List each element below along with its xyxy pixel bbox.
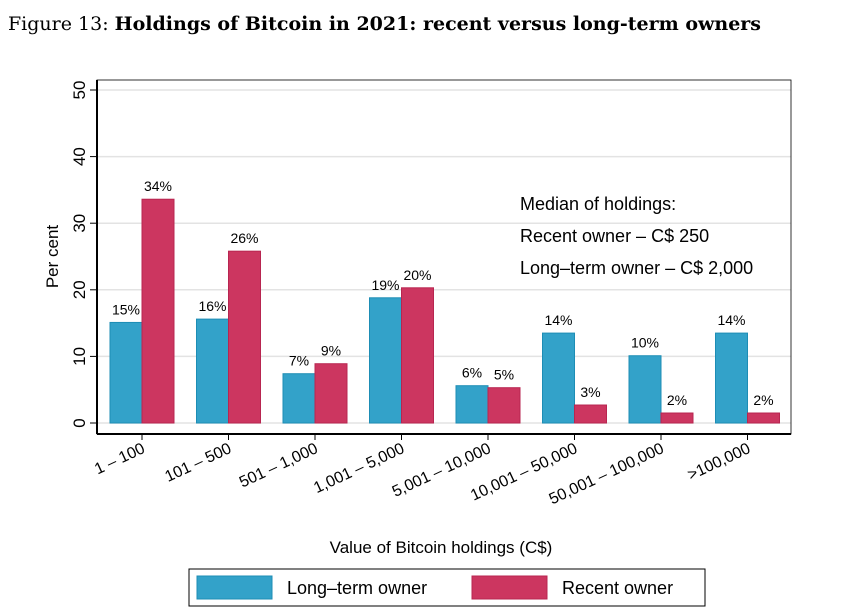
data-label: 14%	[544, 312, 572, 328]
legend-swatch-long-term	[196, 575, 273, 600]
bar-recent	[574, 404, 607, 424]
data-label: 16%	[198, 298, 226, 314]
data-label: 7%	[289, 353, 309, 369]
data-label: 19%	[371, 277, 399, 293]
data-label: 14%	[717, 312, 745, 328]
data-label: 3%	[580, 384, 600, 400]
data-label: 34%	[144, 178, 172, 194]
figure-title-text: Holdings of Bitcoin in 2021: recent vers…	[115, 13, 761, 35]
y-axis-label: Per cent	[43, 225, 62, 289]
bar-long-term	[542, 332, 575, 424]
bar-long-term	[369, 297, 402, 424]
data-label: 2%	[667, 392, 687, 408]
bar-long-term	[282, 373, 316, 424]
annotation-line: Recent owner – C$ 250	[520, 226, 709, 246]
bar-recent	[747, 412, 780, 424]
data-label: 10%	[631, 335, 659, 351]
x-axis-label: Value of Bitcoin holdings (C$)	[330, 538, 553, 557]
x-tick-label: 501 – 1,000	[237, 440, 321, 491]
figure-label: Figure 13:	[8, 13, 109, 35]
y-tick-label: 20	[70, 280, 89, 299]
bar-recent	[401, 287, 434, 424]
y-tick-label: 0	[70, 418, 89, 427]
y-tick-label: 50	[70, 81, 89, 100]
x-tick-label: 1 – 100	[92, 440, 148, 478]
y-tick-label: 30	[70, 214, 89, 233]
bar-long-term	[196, 318, 229, 424]
bar-recent	[660, 412, 694, 424]
y-tick-label: 40	[70, 147, 89, 166]
legend-label: Recent owner	[562, 578, 673, 598]
data-label: 5%	[494, 367, 514, 383]
bar-long-term	[715, 332, 748, 424]
data-label: 6%	[462, 365, 482, 381]
data-label: 2%	[753, 392, 773, 408]
data-label: 15%	[112, 301, 140, 317]
data-label: 26%	[230, 230, 258, 246]
x-tick-label: 101 – 500	[162, 440, 234, 486]
bar-recent	[141, 198, 175, 424]
bar-long-term	[109, 321, 143, 424]
data-label: 20%	[403, 267, 431, 283]
bar-recent	[314, 363, 348, 424]
annotation-line: Median of holdings:	[520, 194, 676, 214]
legend	[188, 568, 706, 607]
bar-long-term	[455, 385, 489, 424]
bar-long-term	[628, 355, 662, 424]
bar-recent	[228, 250, 261, 424]
x-tick-label: >100,000	[685, 440, 753, 484]
y-tick-label: 10	[70, 347, 89, 366]
bar-recent	[487, 387, 521, 424]
annotation-line: Long–term owner – C$ 2,000	[520, 258, 753, 278]
data-label: 9%	[321, 343, 341, 359]
figure-title: Figure 13: Holdings of Bitcoin in 2021: …	[8, 13, 761, 35]
legend-swatch-recent	[471, 575, 548, 600]
legend-label: Long–term owner	[287, 578, 427, 598]
